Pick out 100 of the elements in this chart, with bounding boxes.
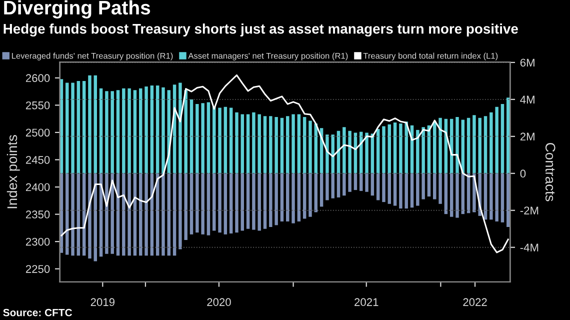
bar	[466, 118, 470, 174]
chart-title: Diverging Paths	[4, 0, 150, 19]
bar	[139, 88, 142, 174]
bar	[246, 173, 250, 229]
x-tick-label: 2022	[463, 298, 487, 306]
bar	[162, 87, 165, 174]
bar	[490, 112, 493, 174]
bar	[196, 173, 199, 233]
bar	[410, 173, 414, 208]
bar	[461, 173, 465, 214]
bar	[212, 173, 216, 231]
bar	[292, 114, 295, 174]
bar	[122, 173, 126, 256]
bar	[336, 173, 340, 198]
bar	[416, 173, 420, 206]
y2-tick-label: 2M	[520, 132, 534, 140]
bar	[196, 104, 199, 174]
bar	[314, 173, 318, 212]
bar	[184, 90, 188, 174]
chart-subtitle: Hedge funds boost Treasury shorts just as asset managers turn more positive	[4, 24, 518, 37]
y-axis-title: Index points	[6, 135, 20, 208]
bar	[302, 173, 306, 219]
y-tick-label: 2500	[26, 128, 50, 137]
legend-label: Treasury bond total return index (L1)	[363, 52, 498, 60]
bar	[274, 173, 278, 226]
bar	[224, 106, 228, 174]
bar	[133, 90, 137, 174]
bar	[110, 173, 114, 254]
bar	[320, 173, 324, 207]
bar	[370, 173, 374, 196]
bar	[308, 173, 312, 217]
bar	[422, 173, 425, 200]
y-tick-label: 2550	[26, 101, 50, 110]
line-series	[60, 74, 509, 254]
bar	[172, 173, 176, 256]
bar	[478, 118, 482, 174]
legend-label: Asset managers' net Treasury position (R1)	[188, 52, 348, 60]
bar	[393, 122, 397, 174]
bar	[218, 173, 222, 233]
bar	[201, 173, 204, 234]
bar	[500, 104, 504, 174]
bar	[229, 108, 233, 174]
bar	[376, 173, 380, 200]
y2-tick-label: 0	[520, 170, 526, 178]
bar	[388, 124, 392, 174]
bar	[105, 91, 108, 174]
bar	[144, 86, 148, 174]
bar	[365, 132, 368, 174]
bar	[88, 173, 92, 258]
bar	[308, 120, 312, 174]
bar	[240, 114, 244, 174]
bar	[190, 173, 194, 234]
bar	[490, 173, 493, 220]
bar	[139, 173, 142, 256]
bar	[224, 173, 228, 234]
bar	[178, 173, 182, 250]
bar	[66, 82, 69, 174]
bar	[178, 82, 182, 174]
bar	[495, 173, 498, 222]
bar	[274, 116, 278, 174]
y-tick-label: 2450	[26, 156, 50, 164]
bar	[122, 88, 126, 174]
bar	[99, 88, 103, 174]
bar	[263, 116, 267, 174]
bar	[416, 130, 420, 174]
bar	[326, 134, 329, 174]
bar	[404, 122, 408, 174]
bar	[252, 173, 256, 230]
bar	[286, 116, 290, 174]
bar	[280, 118, 284, 174]
y-tick-label: 2350	[26, 210, 50, 218]
bar	[218, 108, 222, 174]
bar	[382, 126, 386, 174]
y-tick-label: 2250	[26, 265, 50, 273]
bar	[71, 173, 74, 256]
bar	[348, 130, 352, 174]
bar	[484, 116, 488, 174]
bar	[82, 80, 86, 174]
bar	[472, 115, 476, 174]
bar	[246, 114, 250, 174]
bar	[388, 173, 392, 204]
bar	[76, 80, 80, 174]
bar	[399, 123, 402, 174]
bar	[110, 91, 114, 174]
bar	[156, 86, 160, 174]
bar	[144, 173, 148, 256]
y-tick-label: 2300	[26, 238, 50, 246]
bar	[456, 116, 459, 174]
bar	[190, 99, 194, 174]
bar	[399, 173, 402, 209]
bar	[71, 82, 74, 174]
legend-label: Leveraged funds' net Treasury position (R1)	[12, 52, 173, 60]
bar	[263, 173, 267, 229]
bar	[342, 173, 346, 196]
x-tick-label: 2019	[90, 298, 114, 306]
bar	[506, 98, 510, 174]
bar	[105, 173, 108, 254]
bar	[302, 116, 306, 174]
y2-tick-label: 6M	[520, 58, 534, 67]
bar	[297, 114, 301, 174]
